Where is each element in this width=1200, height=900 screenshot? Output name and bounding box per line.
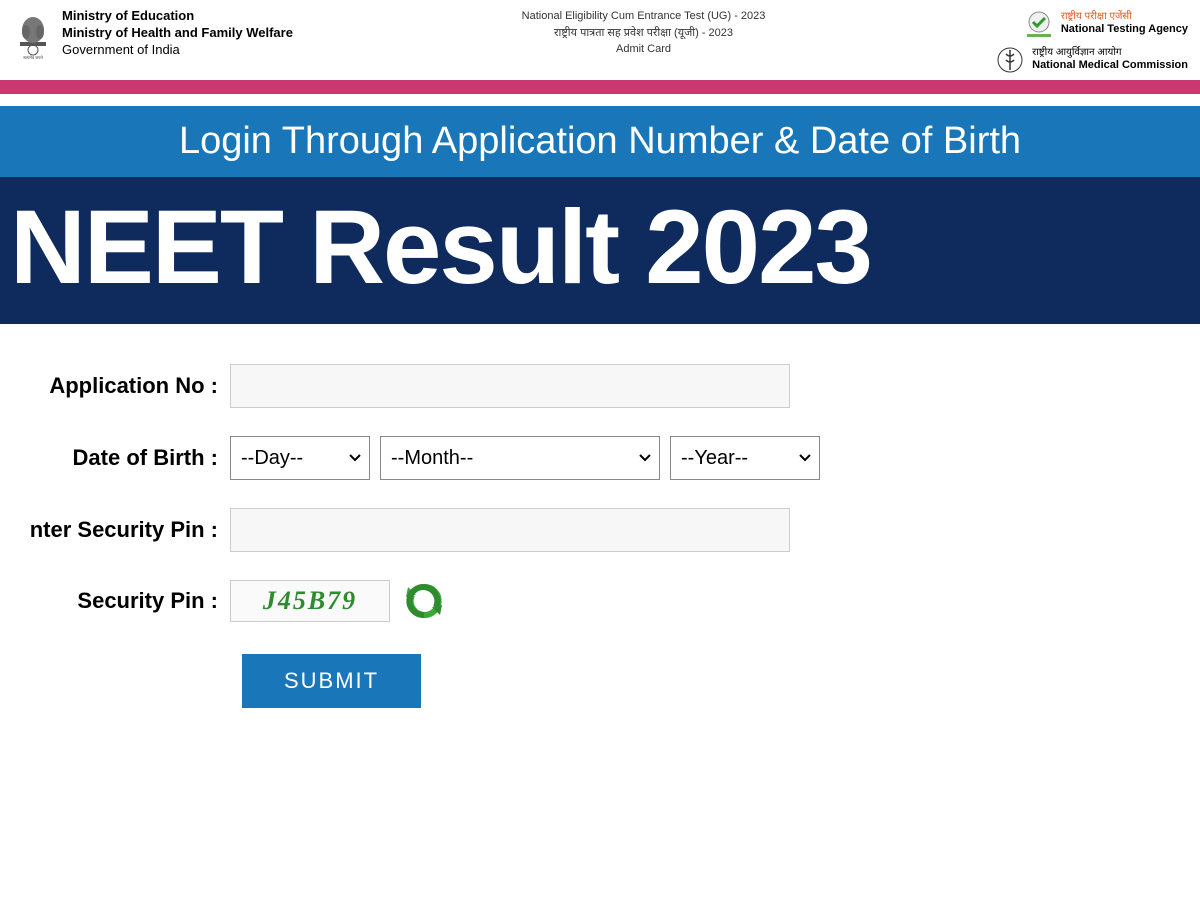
captcha-image: J45B79: [230, 580, 390, 622]
app-no-input[interactable]: [230, 364, 790, 408]
nmc-eng: National Medical Commission: [1032, 59, 1188, 72]
dob-label: Date of Birth :: [0, 445, 230, 471]
header-top: सत्यमेव जयते Ministry of Education Minis…: [0, 0, 1200, 80]
captcha-container: J45B79: [230, 580, 444, 622]
security-pin-label: Security Pin :: [0, 588, 230, 614]
admit-card-label: Admit Card: [522, 41, 766, 58]
header-center: National Eligibility Cum Entrance Test (…: [522, 8, 766, 58]
pink-divider-bar: [0, 80, 1200, 94]
svg-text:सत्यमेव जयते: सत्यमेव जयते: [23, 55, 43, 60]
security-pin-row: Security Pin : J45B79: [0, 580, 1180, 622]
refresh-captcha-icon[interactable]: [404, 581, 444, 621]
header-right: राष्ट्रीय परीक्षा एजेंसी National Testin…: [994, 8, 1188, 76]
nta-block: राष्ट्रीय परीक्षा एजेंसी National Testin…: [1023, 8, 1188, 40]
ministry-line3: Government of India: [62, 42, 293, 59]
nmc-logo-icon: [994, 44, 1026, 76]
nta-hindi: राष्ट्रीय परीक्षा एजेंसी: [1061, 11, 1188, 23]
submit-button[interactable]: SUBMIT: [242, 654, 421, 708]
nta-logo-icon: [1023, 8, 1055, 40]
dob-month-select[interactable]: --Month--: [380, 436, 660, 480]
ministry-text: Ministry of Education Ministry of Health…: [62, 8, 293, 59]
login-banner: Login Through Application Number & Date …: [0, 106, 1200, 177]
dob-row: Date of Birth : --Day-- --Month-- --Year…: [0, 436, 1180, 480]
ministry-line1: Ministry of Education: [62, 8, 293, 25]
login-form: Application No : Date of Birth : --Day--…: [0, 324, 1200, 728]
nta-eng: National Testing Agency: [1061, 23, 1188, 36]
ministry-line2: Ministry of Health and Family Welfare: [62, 25, 293, 42]
header-left: सत्यमेव जयते Ministry of Education Minis…: [12, 8, 293, 60]
app-no-row: Application No :: [0, 364, 1180, 408]
nmc-block: राष्ट्रीय आयुर्विज्ञान आयोग National Med…: [994, 44, 1188, 76]
dob-select-group: --Day-- --Month-- --Year--: [230, 436, 820, 480]
security-input-label: nter Security Pin :: [0, 517, 230, 543]
dob-year-select[interactable]: --Year--: [670, 436, 820, 480]
nmc-hindi: राष्ट्रीय आयुर्विज्ञान आयोग: [1032, 47, 1188, 59]
submit-row: SUBMIT: [242, 654, 1180, 708]
security-pin-input[interactable]: [230, 508, 790, 552]
exam-title-en: National Eligibility Cum Entrance Test (…: [522, 8, 766, 25]
dob-day-select[interactable]: --Day--: [230, 436, 370, 480]
result-title-banner: NEET Result 2023: [0, 177, 1200, 324]
app-no-label: Application No :: [0, 373, 230, 399]
india-emblem-icon: सत्यमेव जयते: [12, 8, 54, 60]
exam-title-hi: राष्ट्रीय पात्रता सह प्रवेश परीक्षा (यूज…: [522, 25, 766, 42]
security-input-row: nter Security Pin :: [0, 508, 1180, 552]
